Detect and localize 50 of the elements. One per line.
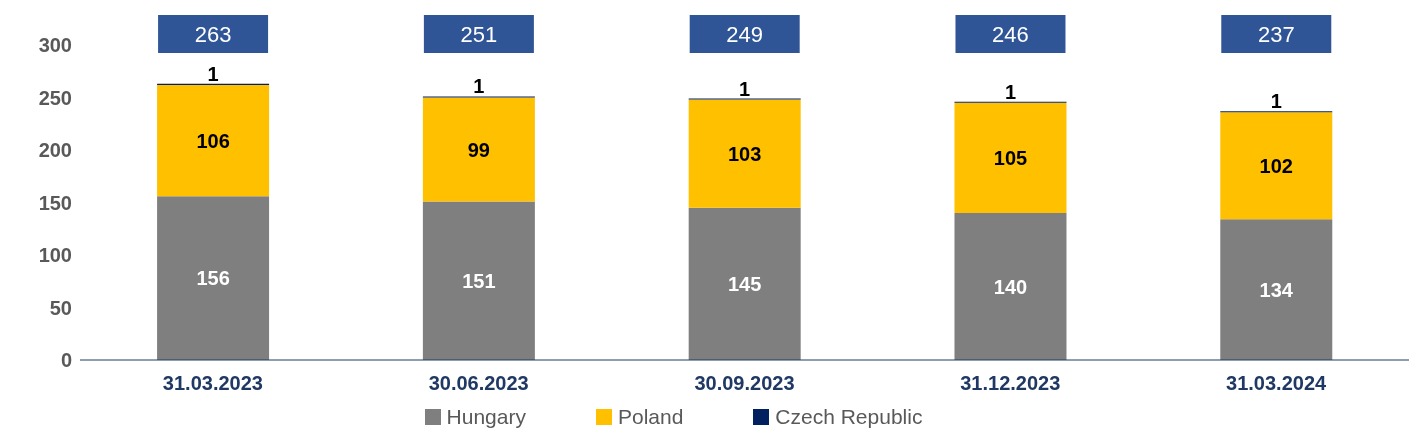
- total-box: 246: [955, 15, 1066, 53]
- legend-label: Czech Republic: [774, 405, 923, 428]
- total-label: 249: [726, 21, 764, 47]
- legend-label: Poland: [616, 405, 684, 428]
- x-tick-label: 30.09.2023: [694, 372, 795, 395]
- data-label: 99: [467, 138, 491, 161]
- bar: [157, 196, 270, 360]
- bar: [954, 213, 1067, 360]
- total-label: 246: [992, 21, 1029, 47]
- bar: [954, 102, 1067, 213]
- x-tick-label: 31.03.2023: [162, 372, 263, 395]
- total-box: 263: [158, 15, 269, 53]
- y-tick-label: 200: [38, 139, 72, 162]
- total-label: 263: [194, 21, 232, 47]
- x-tick-label: 31.03.2024: [1226, 372, 1328, 395]
- bar: [1220, 112, 1333, 220]
- bar: [422, 97, 535, 202]
- bar: [422, 201, 535, 360]
- data-label: 140: [993, 275, 1028, 298]
- total-box: 237: [1221, 15, 1332, 53]
- total-label: 237: [1257, 21, 1295, 47]
- data-label: 151: [462, 269, 496, 292]
- data-label: 145: [727, 272, 762, 295]
- total-box: 249: [689, 15, 800, 53]
- y-tick-label: 100: [38, 244, 72, 267]
- bar: [688, 99, 801, 208]
- x-tick-label: 30.06.2023: [428, 372, 529, 395]
- y-tick-label: 250: [38, 86, 72, 109]
- data-label: 1: [1270, 90, 1282, 113]
- y-tick-label: 0: [60, 349, 72, 372]
- data-label: 105: [993, 146, 1028, 169]
- bar: [157, 84, 270, 197]
- y-tick-label: 50: [49, 296, 72, 319]
- data-label: 1: [473, 75, 485, 98]
- total-label: 251: [460, 21, 498, 47]
- legend-label: Hungary: [445, 405, 526, 428]
- y-tick-label: 300: [38, 34, 72, 57]
- total-box: 251: [423, 15, 534, 53]
- y-tick-label: 150: [38, 191, 72, 214]
- x-tick-label: 31.12.2023: [960, 372, 1061, 395]
- data-label: 106: [196, 129, 230, 152]
- data-label: 134: [1259, 278, 1294, 301]
- data-label: 1: [739, 77, 751, 100]
- bar: [1220, 219, 1333, 360]
- data-label: 156: [196, 267, 230, 290]
- data-label: 102: [1259, 154, 1293, 177]
- bar: [688, 207, 801, 360]
- data-label: 103: [727, 142, 762, 165]
- data-label: 1: [1004, 80, 1017, 103]
- data-label: 1: [207, 62, 219, 85]
